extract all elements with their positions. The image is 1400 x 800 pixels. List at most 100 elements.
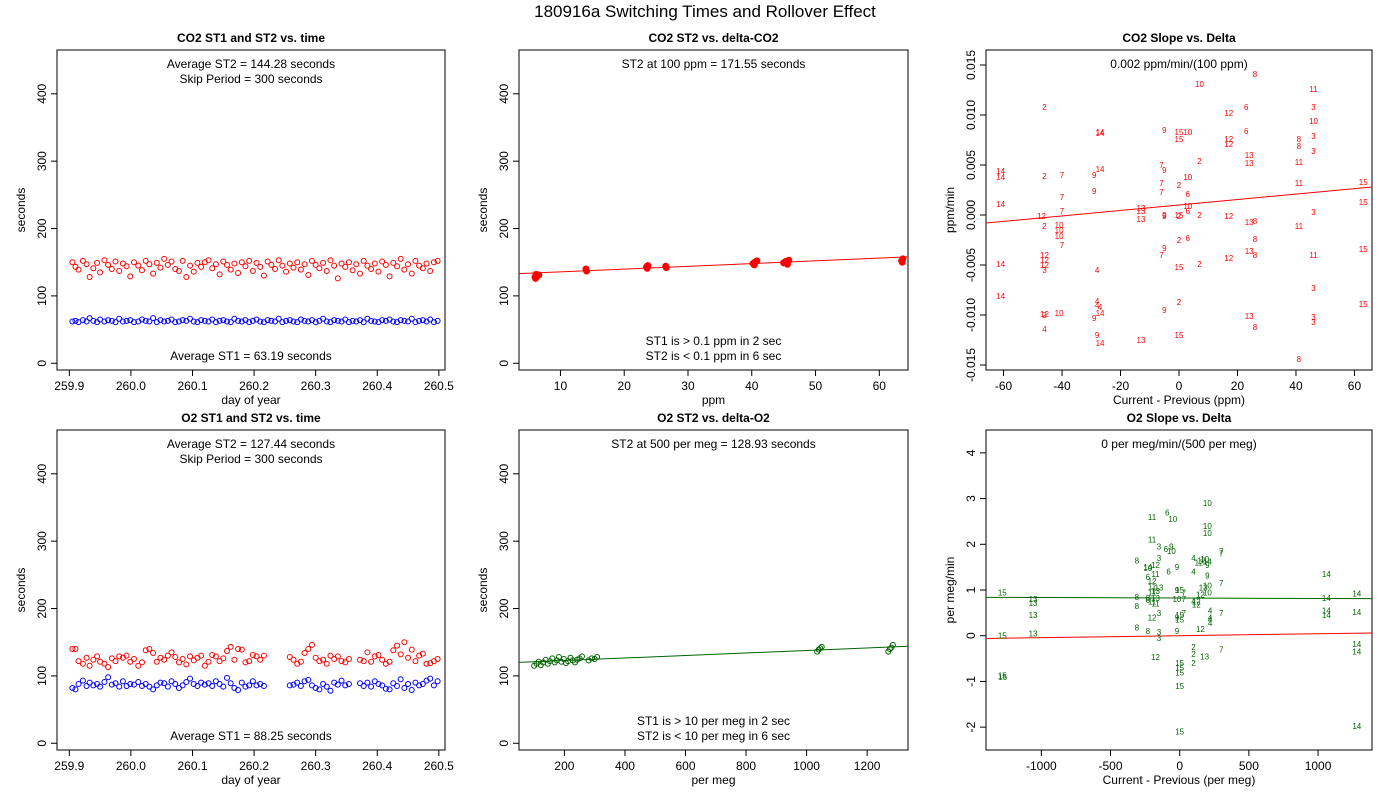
data-point-label: 13 [1029,629,1038,638]
data-point [249,678,256,685]
data-point-label: 12 [1192,601,1201,610]
data-point [364,649,371,656]
annotation-bottom: Average ST1 = 88.25 seconds [170,729,332,743]
x-tick-label: 400 [615,759,635,773]
data-point-label: 14 [1096,129,1105,138]
data-point [323,318,330,325]
y-tick-label: -2 [964,721,978,732]
data-point [83,318,90,325]
data-point [412,319,419,326]
data-point [105,261,112,268]
data-point-label: 14 [996,167,1005,176]
x-tick-label: -40 [1053,379,1071,393]
data-point [305,318,312,325]
data-point [353,318,360,325]
data-point-label: 3 [1157,543,1162,552]
data-point [408,687,415,694]
data-point [246,319,253,326]
data-point [79,317,86,324]
data-point [334,317,341,324]
data-point [161,680,168,687]
data-point [146,645,153,652]
data-point-label: 8 [1146,627,1151,636]
data-point-label: 7 [1159,179,1164,188]
data-point-label: 11 [1148,513,1157,522]
data-point-label: 12 [1224,135,1233,144]
data-point-label: 10 [1203,499,1212,508]
data-point [401,639,408,646]
data-point [419,317,426,324]
data-point [312,685,319,692]
data-point-label: 2 [1191,643,1196,652]
data-point-label: 8 [1253,217,1258,226]
data-point [427,267,434,274]
data-point [116,683,123,690]
y-tick-label: 200 [497,598,511,618]
x-tick-label: 500 [1239,759,1259,773]
data-point-label: 7 [1219,609,1224,618]
panel-title: O2 ST1 and ST2 vs. time [181,411,321,425]
data-point-label: 14 [1322,570,1331,579]
data-point-label: 2 [1042,172,1047,181]
fit-line [985,632,1373,639]
data-point [101,257,108,264]
data-point [334,653,341,660]
y-tick-label: 1 [964,586,978,593]
data-point-label: 3 [1311,132,1316,141]
data-point-label: 10 [1143,564,1152,573]
chart-panel-co2-slope: CO2 Slope vs. Delta -60 -40 -20 0 20 40 60 -0.01… [943,31,1373,407]
data-point-label: 14 [1352,590,1361,599]
y-tick-label: 400 [497,83,511,103]
data-point [286,317,293,324]
data-point [323,267,330,274]
x-axis-label: day of year [221,393,280,407]
data-point [260,272,267,279]
data-point-label: 7 [1182,595,1187,604]
x-tick-label: 259.9 [54,379,84,393]
data-point [264,258,271,265]
data-point [316,658,323,665]
data-point-label: 13 [1200,652,1209,661]
data-point [220,683,227,690]
data-point-label: 7 [1182,588,1187,597]
data-point [72,263,79,270]
data-point-label: 15 [1359,178,1368,187]
x-tick-label: 1200 [854,759,881,773]
data-point [249,652,256,659]
data-point [142,317,149,324]
data-point [201,681,208,688]
y-tick-label: 300 [35,151,49,171]
data-point [578,653,585,660]
data-point [216,317,223,324]
data-point-label: 4 [1191,554,1196,563]
data-point [390,318,397,325]
data-point [179,257,186,264]
data-point-label: 8 [1135,593,1140,602]
data-point-label: 2 [1197,157,1202,166]
data-point [175,267,182,274]
data-point [194,259,201,266]
data-point [345,319,352,326]
data-point [320,259,327,266]
data-point [308,641,315,648]
data-point [368,683,375,690]
data-point [86,274,93,281]
data-point [290,264,297,271]
data-point-label: 7 [1060,207,1065,216]
x-tick-label: 30 [681,379,695,393]
x-tick-label: 600 [675,759,695,773]
data-point [205,658,212,665]
data-point-label: 10 [1183,128,1192,137]
data-point [242,683,249,690]
data-point [275,257,282,264]
data-point [72,317,79,324]
data-point [353,261,360,268]
data-point-label: 2 [1191,650,1196,659]
data-point [190,268,197,275]
data-point [408,315,415,322]
data-point [898,258,906,266]
data-point-label: 3 [1157,634,1162,643]
data-point-label: 8 [1297,142,1302,151]
data-point [382,685,389,692]
annotation-top: 0 per meg/min/(500 per meg) [1101,437,1256,451]
